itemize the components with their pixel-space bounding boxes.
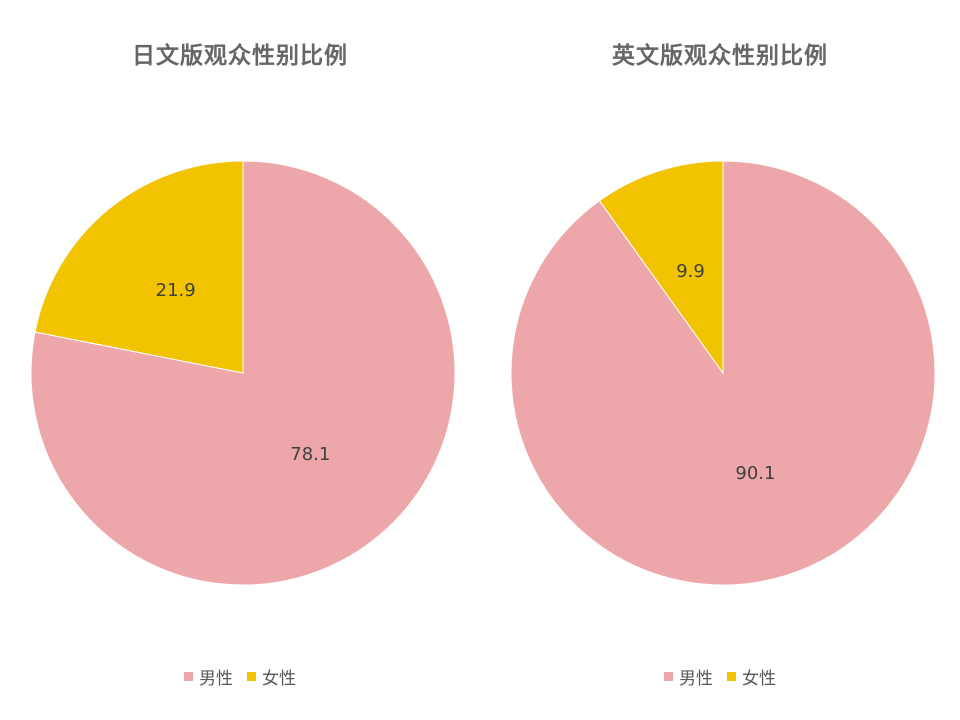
legend-item-male: 男性 xyxy=(184,664,233,689)
pie-plot: 78.1 21.9 xyxy=(30,160,456,586)
chart-title: 英文版观众性别比例 xyxy=(612,43,828,69)
data-label-male: 90.1 xyxy=(735,463,775,484)
legend-item-male: 男性 xyxy=(664,664,713,689)
legend-item-female: 女性 xyxy=(727,664,776,689)
legend: 男性 女性 xyxy=(480,664,960,689)
legend-swatch-female xyxy=(247,672,256,681)
legend-label-female: 女性 xyxy=(742,669,776,689)
legend-label-male: 男性 xyxy=(679,669,713,689)
pie-slice-female xyxy=(34,160,244,374)
legend-label-male: 男性 xyxy=(199,669,233,689)
chart-title: 日文版观众性别比例 xyxy=(132,43,348,69)
data-label-female: 21.9 xyxy=(156,280,196,301)
data-label-male: 78.1 xyxy=(290,444,330,465)
pie-slice-female xyxy=(598,160,724,375)
data-label-female: 9.9 xyxy=(676,261,705,282)
pie-plot: 90.1 9.9 xyxy=(510,160,936,586)
pie-chart-english: 英文版观众性别比例 90.1 9.9 男性 女性 xyxy=(480,0,960,720)
legend-swatch-female xyxy=(727,672,736,681)
legend: 男性 女性 xyxy=(0,664,480,689)
legend-item-female: 女性 xyxy=(247,664,296,689)
legend-label-female: 女性 xyxy=(262,669,296,689)
pie-chart-japanese: 日文版观众性别比例 78.1 21.9 男性 女性 xyxy=(0,43,480,689)
legend-swatch-male xyxy=(184,672,193,681)
legend-swatch-male xyxy=(664,672,673,681)
